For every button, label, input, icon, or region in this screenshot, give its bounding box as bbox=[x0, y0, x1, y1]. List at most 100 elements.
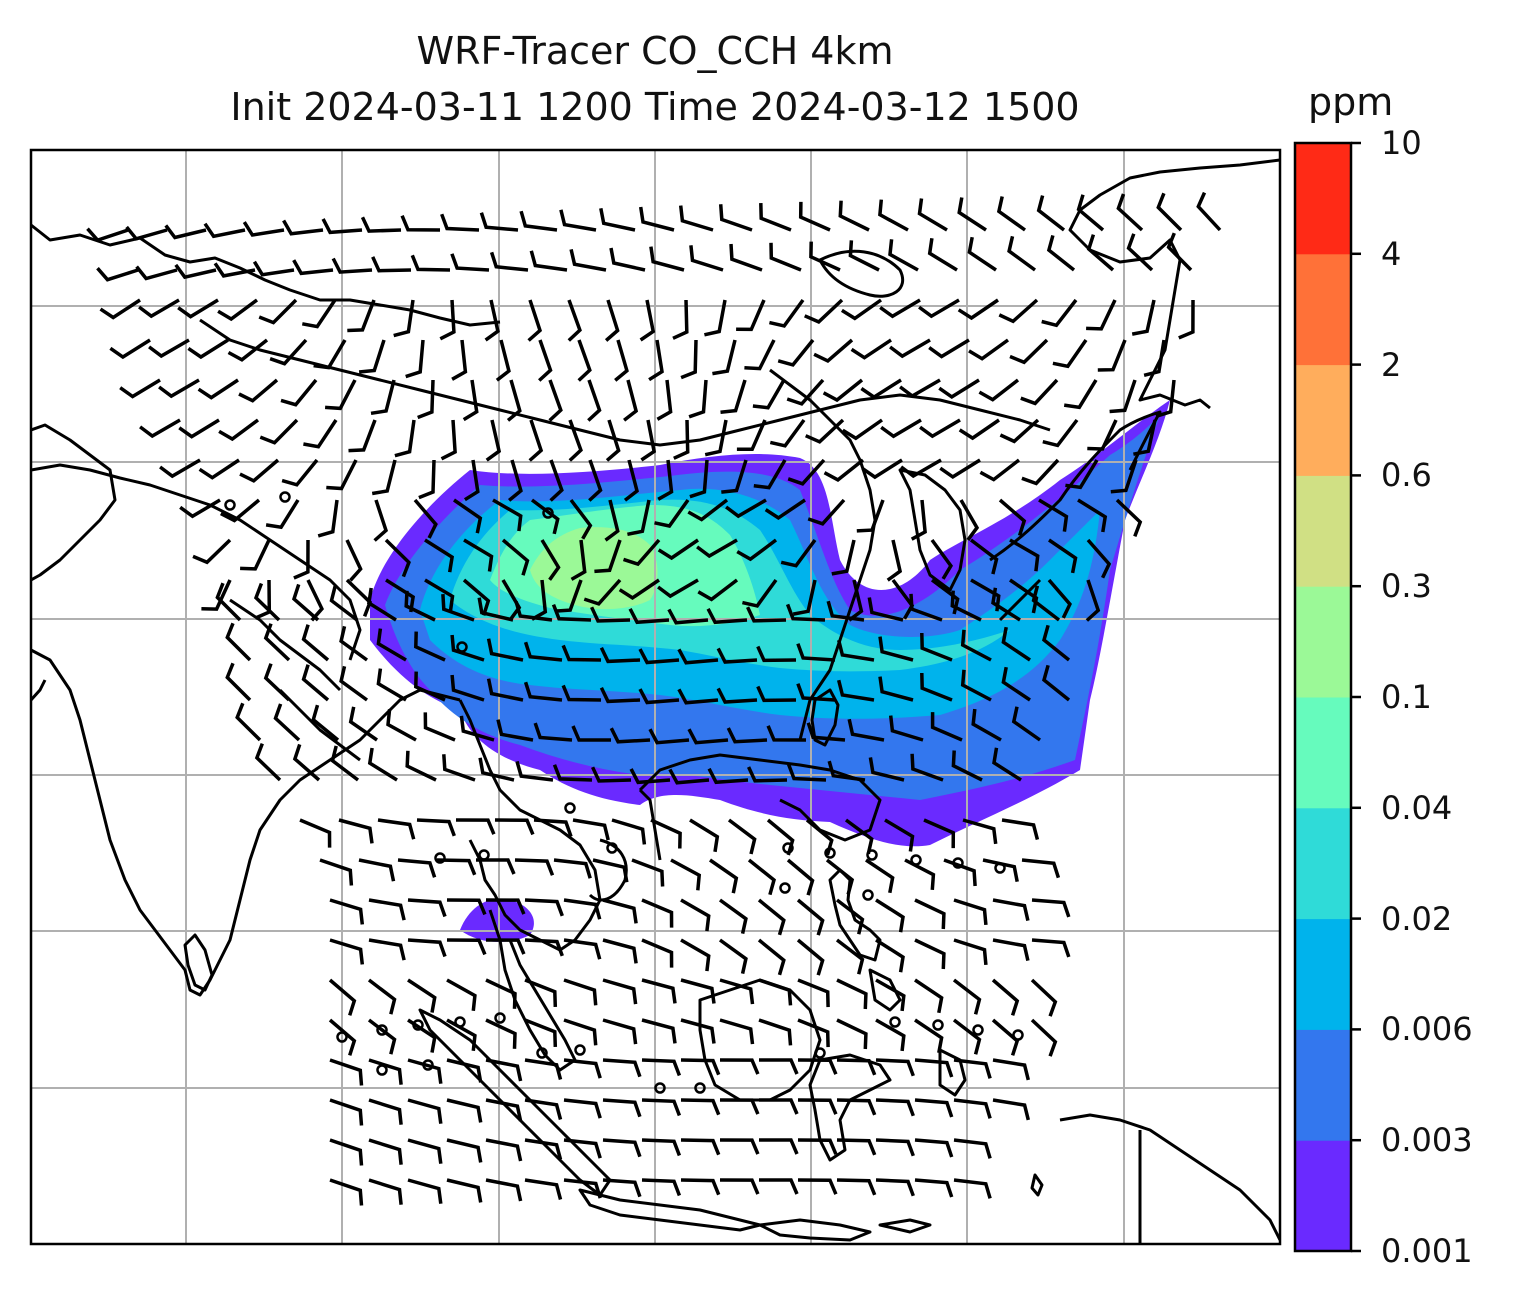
wind-barb bbox=[1115, 498, 1143, 538]
wind-barb bbox=[405, 339, 425, 379]
wind-barb bbox=[254, 742, 282, 782]
calm-wind-marker bbox=[1012, 1029, 1024, 1041]
wind-barb bbox=[1048, 538, 1078, 574]
wind-barb bbox=[719, 1098, 760, 1115]
wind-barb bbox=[875, 978, 906, 1012]
calm-wind-marker bbox=[782, 842, 794, 854]
calm-wind-marker bbox=[824, 847, 836, 859]
wind-barb bbox=[319, 858, 354, 886]
wind-barb bbox=[604, 299, 620, 342]
calm-wind-marker bbox=[654, 1082, 666, 1094]
wind-barb bbox=[528, 419, 544, 462]
wind-barb bbox=[796, 938, 825, 976]
wind-barb bbox=[673, 419, 690, 460]
wind-barb bbox=[446, 898, 487, 916]
wind-barb bbox=[938, 378, 980, 399]
wind-barb bbox=[680, 978, 716, 1004]
wind-barb bbox=[360, 216, 402, 233]
wind-barb bbox=[348, 706, 378, 742]
wind-barb bbox=[265, 499, 300, 530]
wind-barb bbox=[641, 938, 674, 968]
wind-barb bbox=[331, 257, 373, 274]
wind-barb bbox=[742, 578, 778, 608]
calm-wind-marker bbox=[952, 857, 964, 869]
wind-barb bbox=[328, 978, 357, 1016]
calm-wind-marker bbox=[779, 882, 791, 894]
wind-barb bbox=[656, 379, 673, 421]
wind-barb bbox=[807, 498, 846, 526]
wind-barb bbox=[368, 1058, 403, 1085]
wind-barb bbox=[588, 459, 603, 502]
wind-barb bbox=[823, 458, 865, 482]
wind-barb bbox=[174, 263, 217, 280]
wind-barb bbox=[992, 1098, 1030, 1121]
wind-barb bbox=[719, 1138, 760, 1155]
wind-barb bbox=[459, 715, 495, 742]
wind-barb bbox=[696, 538, 738, 559]
wind-barb bbox=[727, 818, 757, 855]
wind-barb bbox=[569, 498, 593, 540]
wind-barb bbox=[109, 338, 151, 360]
wind-barb bbox=[641, 1098, 682, 1117]
wind-barb bbox=[875, 938, 905, 973]
wind-barb bbox=[718, 898, 748, 934]
wind-barb bbox=[611, 818, 647, 845]
calm-wind-marker bbox=[336, 1031, 348, 1043]
wind-barb bbox=[451, 339, 468, 381]
wind-barb bbox=[844, 818, 874, 855]
wind-barb bbox=[179, 498, 221, 519]
wind-barb bbox=[677, 688, 719, 705]
wind-barb bbox=[514, 600, 553, 622]
wind-barb bbox=[201, 579, 232, 611]
wind-barb bbox=[217, 298, 259, 322]
wind-barb bbox=[263, 663, 291, 702]
wind-barb bbox=[563, 1018, 598, 1046]
calm-wind-marker bbox=[564, 802, 576, 814]
wind-barb bbox=[370, 379, 396, 416]
wind-barb bbox=[952, 1018, 982, 1055]
wind-barb bbox=[376, 628, 407, 662]
wind-barb bbox=[648, 728, 690, 745]
wind-barb bbox=[744, 339, 776, 371]
wind-barb bbox=[99, 298, 141, 320]
wind-barb bbox=[253, 582, 281, 622]
wind-barb bbox=[301, 664, 330, 702]
wind-barb bbox=[347, 299, 376, 333]
wind-barb bbox=[991, 1018, 1020, 1056]
wind-barb bbox=[914, 898, 946, 930]
wind-barb bbox=[836, 1178, 877, 1196]
calm-wind-marker bbox=[412, 1019, 424, 1031]
wind-barb bbox=[529, 250, 568, 272]
wind-barb bbox=[878, 636, 914, 662]
wind-barb bbox=[766, 818, 795, 856]
wind-barb bbox=[329, 898, 365, 925]
wind-barb bbox=[424, 578, 455, 612]
wind-barb bbox=[446, 1178, 483, 1203]
wind-barb bbox=[602, 898, 638, 924]
wind-barb bbox=[641, 1138, 682, 1157]
wind-barb bbox=[1038, 498, 1069, 532]
colorbar-segment bbox=[1295, 475, 1351, 587]
wind-barb bbox=[559, 209, 597, 232]
wind-barb bbox=[650, 818, 682, 849]
wind-barb bbox=[479, 212, 519, 232]
wind-barb bbox=[1196, 191, 1222, 232]
wind-barb bbox=[622, 538, 661, 567]
wind-barb bbox=[462, 578, 491, 616]
wind-barb bbox=[719, 1058, 760, 1075]
wind-barb bbox=[920, 632, 953, 662]
wind-barb bbox=[572, 818, 610, 841]
wind-barb bbox=[641, 1058, 682, 1077]
wind-barb bbox=[404, 590, 436, 622]
wind-barb bbox=[524, 1058, 563, 1080]
wind-barb bbox=[957, 197, 987, 232]
wind-barb bbox=[641, 898, 674, 928]
wind-barb bbox=[587, 379, 602, 422]
wind-barb bbox=[769, 242, 802, 272]
wind-barb bbox=[884, 818, 915, 852]
wind-barb bbox=[1131, 299, 1156, 336]
wind-barb bbox=[720, 379, 747, 414]
wind-barb bbox=[639, 299, 656, 342]
wind-barb bbox=[950, 590, 982, 622]
colorbar-segment bbox=[1295, 1140, 1351, 1252]
